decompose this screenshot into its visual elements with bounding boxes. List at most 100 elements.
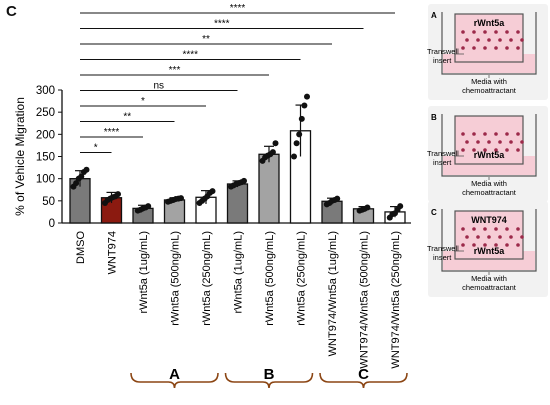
cell-dot	[498, 140, 502, 144]
group-brace	[319, 372, 408, 389]
x-tick-label: rWnt5a (250ng/mL)	[296, 231, 308, 326]
transwell-insert-label: insert	[433, 158, 452, 167]
x-tick-label: WNT974/Wnt5a (1ug/mL)	[327, 231, 339, 356]
cell-dot	[483, 30, 487, 34]
data-point	[145, 203, 152, 210]
cell-dot	[487, 235, 491, 239]
cell-dot	[494, 30, 498, 34]
x-tick-label: WNT974	[107, 231, 119, 274]
x-tick-label: rWnt5a (250ng/mL)	[201, 231, 213, 326]
y-tick-label: 100	[36, 174, 55, 186]
cell-dot	[516, 46, 520, 50]
bar	[258, 153, 280, 224]
group-brace	[130, 372, 219, 389]
cell-dot	[461, 132, 465, 136]
data-point	[296, 131, 303, 138]
cell-dot	[505, 148, 509, 152]
cell-dot	[461, 46, 465, 50]
cell-dot	[461, 227, 465, 231]
data-point	[241, 177, 247, 184]
well-outline	[441, 12, 537, 75]
significance-label: **	[202, 34, 210, 45]
media-label: Media with	[471, 179, 507, 188]
data-point	[209, 188, 216, 195]
data-point	[269, 149, 276, 156]
data-point	[115, 191, 121, 198]
cell-dot	[520, 235, 524, 239]
diagram-letter: C	[431, 208, 437, 217]
media-label: Media with	[471, 77, 507, 86]
x-tick-label: rWnt5a (1ug/mL)	[233, 231, 245, 314]
x-tick-label: rWnt5a (500ng/mL)	[264, 231, 276, 326]
significance-label: **	[123, 112, 131, 123]
significance-label: *	[141, 96, 145, 107]
cell-dot	[516, 227, 520, 231]
cell-dot	[461, 30, 465, 34]
well-outline	[441, 114, 537, 177]
y-tick-label: 50	[42, 196, 55, 208]
cell-dot	[516, 132, 520, 136]
diagram-box-label: rWnt5a	[474, 18, 505, 28]
x-tick-label: rWnt5a (1ug/mL)	[138, 231, 150, 314]
diagram-box-label: rWnt5a	[474, 150, 505, 160]
x-tick-label: rWnt5a (500ng/mL)	[170, 231, 182, 326]
cell-dot	[516, 30, 520, 34]
y-tick-label: 300	[36, 85, 55, 97]
cell-dot	[472, 227, 476, 231]
cell-dot	[505, 227, 509, 231]
diagram-letter: A	[431, 11, 437, 20]
cell-dot	[494, 227, 498, 231]
cell-dot	[509, 235, 513, 239]
panel-letter: C	[6, 3, 17, 20]
well-outline	[441, 209, 537, 272]
y-tick-label: 200	[36, 129, 55, 141]
cell-dot	[516, 243, 520, 247]
data-point	[83, 166, 90, 173]
cell-dot	[509, 140, 513, 144]
cell-dot	[472, 46, 476, 50]
cell-dot	[461, 148, 465, 152]
media-label: chemoattractant	[462, 283, 517, 292]
media-label: chemoattractant	[462, 188, 517, 197]
cell-dot	[505, 30, 509, 34]
cell-dot	[494, 132, 498, 136]
cell-dot	[487, 140, 491, 144]
cell-dot	[472, 148, 476, 152]
group-label: A	[169, 366, 180, 383]
media-label: chemoattractant	[462, 86, 517, 95]
cell-dot	[483, 132, 487, 136]
cell-dot	[494, 243, 498, 247]
cell-dot	[476, 38, 480, 42]
significance-label: ****	[182, 50, 198, 61]
significance-label: *	[94, 143, 98, 154]
y-tick-label: 0	[49, 218, 55, 230]
x-tick-label: WNT974/Wnt5a (250ng/mL)	[390, 231, 402, 369]
data-point	[178, 195, 184, 202]
group-brace	[224, 372, 314, 389]
data-point	[397, 203, 404, 210]
transwell-insert-label: insert	[433, 253, 452, 262]
y-tick-label: 150	[36, 152, 55, 164]
transwell-insert-label: Transwell	[427, 149, 459, 158]
cell-dot	[483, 148, 487, 152]
cell-dot	[494, 46, 498, 50]
cell-dot	[472, 243, 476, 247]
cell-dot	[483, 46, 487, 50]
diagram-box-label: WNT974	[471, 215, 507, 225]
cell-dot	[483, 243, 487, 247]
group-label: B	[264, 366, 275, 383]
data-point	[73, 180, 80, 187]
significance-label: ****	[230, 3, 246, 14]
diagram-box-label-bottom: rWnt5a	[474, 246, 505, 256]
cell-dot	[472, 30, 476, 34]
cell-dot	[461, 243, 465, 247]
x-tick-label: DMSO	[75, 231, 87, 264]
cell-dot	[498, 38, 502, 42]
transwell-insert-label: insert	[433, 56, 452, 65]
cell-dot	[472, 132, 476, 136]
significance-label: ****	[104, 127, 120, 138]
cell-dot	[498, 235, 502, 239]
transwell-insert-label: Transwell	[427, 244, 459, 253]
x-tick-label: WNT974/Wnt5a (500ng/mL)	[359, 231, 371, 369]
